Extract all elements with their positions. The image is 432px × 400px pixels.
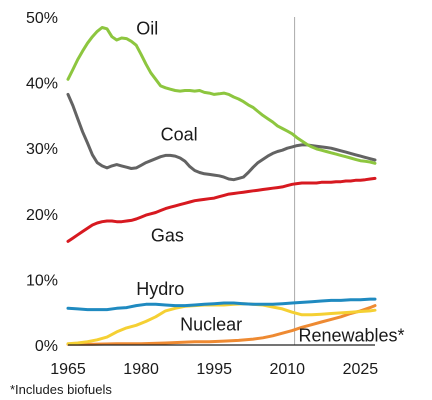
series-line-hydro <box>66 297 377 312</box>
series-line-nuclear <box>66 302 377 346</box>
x-tick-label: 2025 <box>343 361 379 378</box>
series-labels: Oil Coal Gas Hydro Nuclear Renewables* <box>136 19 404 346</box>
y-tick-label: 10% <box>26 272 58 289</box>
y-tick-label: 30% <box>26 141 58 158</box>
series-label-hydro: Hydro <box>136 279 184 299</box>
series-label-renewables: Renewables* <box>298 326 404 346</box>
y-tick-label: 0% <box>35 338 58 355</box>
series-line-renewables <box>66 304 377 346</box>
x-tick-label: 1965 <box>50 361 86 378</box>
series-lines <box>66 26 377 346</box>
series-line-gas <box>66 176 377 243</box>
footnote: *Includes biofuels <box>10 382 112 397</box>
x-tick-label: 2010 <box>269 361 305 378</box>
series-line-oil <box>66 26 377 165</box>
series-label-nuclear: Nuclear <box>180 315 242 335</box>
series-label-gas: Gas <box>151 225 184 245</box>
series-line-coal <box>66 92 377 182</box>
x-axis-ticks: 1965 1980 1995 2010 2025 <box>50 361 378 378</box>
x-tick-label: 1995 <box>196 361 232 378</box>
y-tick-label: 40% <box>26 76 58 93</box>
y-tick-label: 50% <box>26 10 58 27</box>
x-tick-label: 1980 <box>123 361 159 378</box>
series-label-oil: Oil <box>136 19 158 39</box>
y-axis-ticks: 0% 10% 20% 30% 40% 50% <box>26 10 58 355</box>
y-tick-label: 20% <box>26 207 58 224</box>
series-label-coal: Coal <box>161 124 198 144</box>
